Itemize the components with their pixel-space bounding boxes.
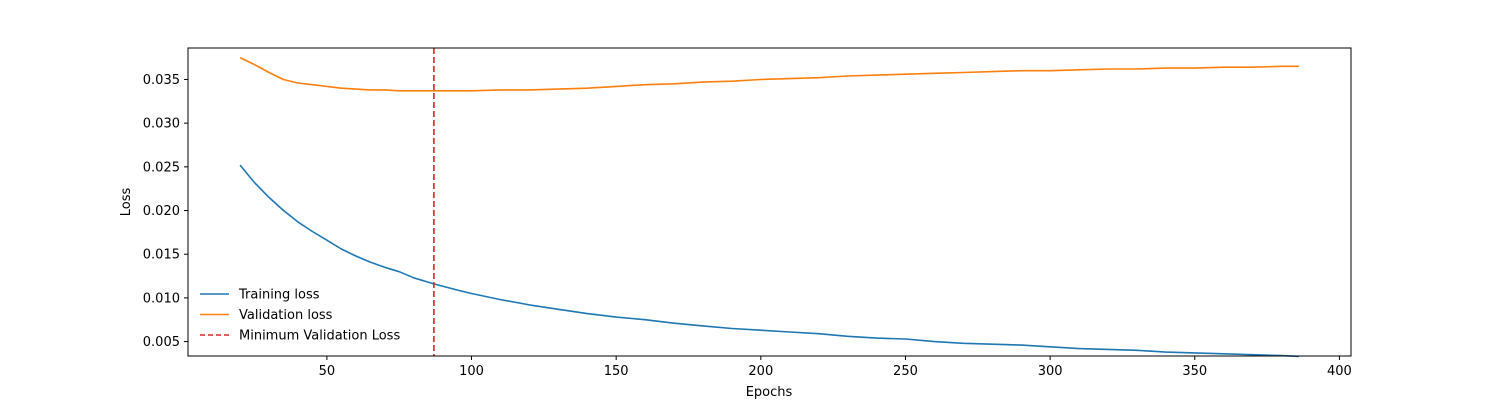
x-tick-label: 350 bbox=[1182, 364, 1207, 379]
x-axis-label: Epochs bbox=[746, 385, 793, 400]
x-tick-label: 50 bbox=[319, 364, 336, 379]
y-tick-label: 0.015 bbox=[143, 248, 180, 263]
plot-frame bbox=[187, 47, 1352, 357]
legend-label: Minimum Validation Loss bbox=[239, 329, 400, 344]
x-tick-label: 150 bbox=[604, 364, 629, 379]
legend-label: Validation loss bbox=[239, 308, 333, 323]
y-tick-label: 0.025 bbox=[143, 160, 180, 175]
x-tick-label: 200 bbox=[748, 364, 773, 379]
y-tick-label: 0.005 bbox=[143, 335, 180, 350]
y-tick-label: 0.010 bbox=[143, 291, 180, 306]
series-line-1 bbox=[239, 164, 1299, 358]
x-tick-label: 250 bbox=[893, 364, 918, 379]
y-tick-label: 0.020 bbox=[143, 204, 180, 219]
x-tick-label: 100 bbox=[459, 364, 484, 379]
x-axis-ticks: 50 100 150 200 250 300 350 400 bbox=[319, 356, 1352, 379]
plot-lines bbox=[239, 48, 1299, 358]
y-tick-label: 0.035 bbox=[143, 73, 180, 88]
legend: Training loss Validation loss Minimum Vali… bbox=[200, 288, 400, 344]
x-tick-label: 400 bbox=[1327, 364, 1352, 379]
y-axis-label: Loss bbox=[119, 188, 134, 217]
y-axis-ticks: 0.005 0.010 0.015 0.020 0.025 0.030 0.035 bbox=[143, 73, 188, 350]
legend-label: Training loss bbox=[238, 288, 320, 303]
x-tick-label: 300 bbox=[1038, 364, 1063, 379]
series-line-2 bbox=[239, 56, 1299, 92]
y-tick-label: 0.030 bbox=[143, 117, 180, 132]
